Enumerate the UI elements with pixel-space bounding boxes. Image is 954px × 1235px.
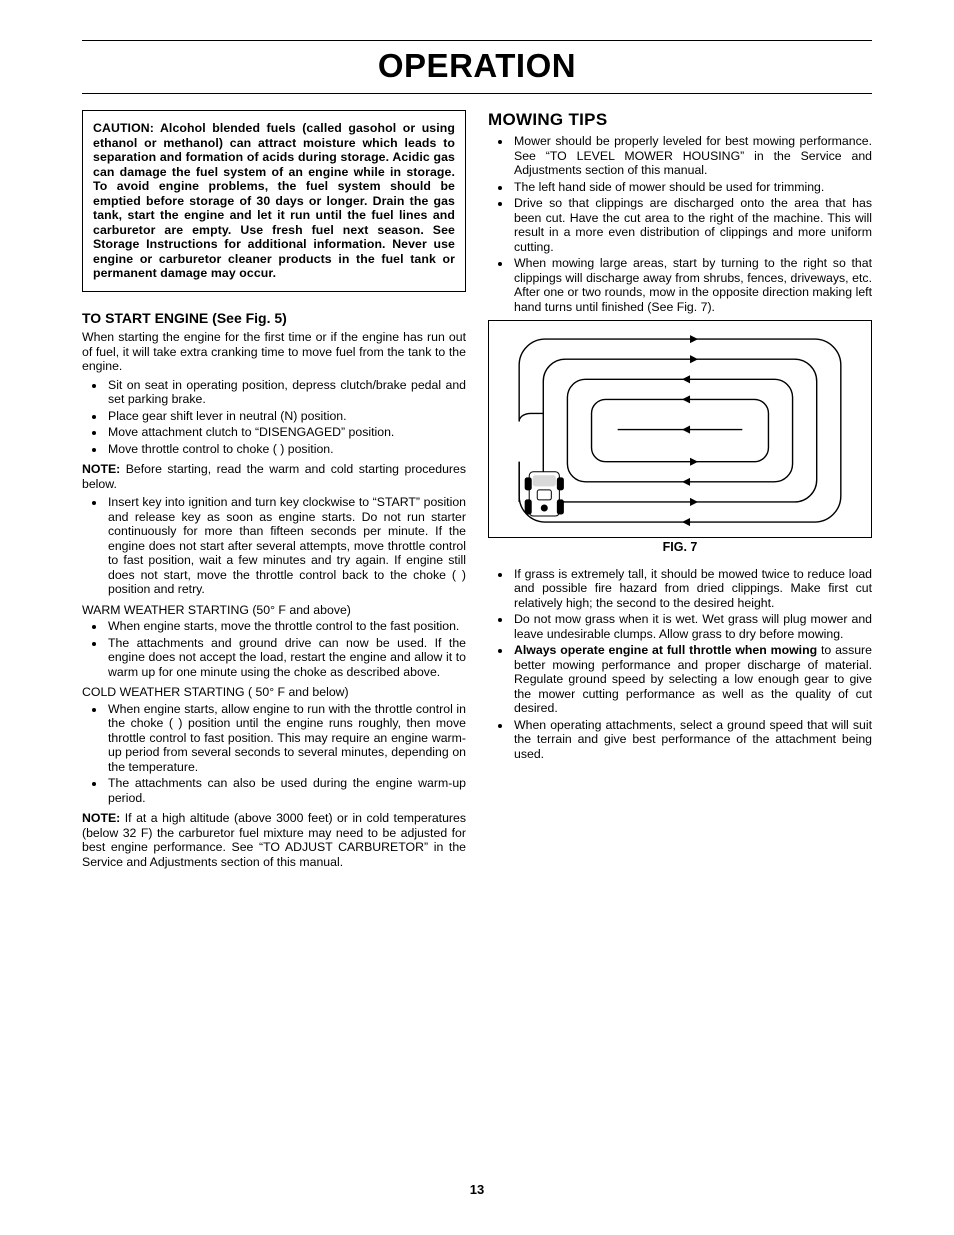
list-item: Sit on seat in operating position, depre… — [106, 378, 466, 407]
list-item: Move attachment clutch to “DISENGAGED” p… — [106, 425, 466, 440]
warm-heading: WARM WEATHER STARTING (50° F and above) — [82, 603, 466, 618]
page: OPERATION CAUTION: Alcohol blended fuels… — [0, 0, 954, 1235]
list-item: Mower should be properly leveled for bes… — [512, 134, 872, 178]
list-item: Drive so that clippings are discharged o… — [512, 196, 872, 254]
columns: CAUTION: Alcohol blended fuels (called g… — [82, 110, 872, 873]
list-item: The attachments and ground drive can now… — [106, 636, 466, 680]
page-title: OPERATION — [378, 47, 576, 84]
list-item: If grass is extremely tall, it should be… — [512, 567, 872, 611]
note-2: NOTE: If at a high altitude (above 3000 … — [82, 811, 466, 869]
list-item: Insert key into ignition and turn key cl… — [106, 495, 466, 597]
title-bar: OPERATION — [82, 43, 872, 94]
top-rule — [82, 40, 872, 41]
note-label: NOTE: — [82, 462, 120, 476]
list-item: When mowing large areas, start by turnin… — [512, 256, 872, 314]
note-1: NOTE: Before starting, read the warm and… — [82, 462, 466, 491]
start-engine-heading: TO START ENGINE (See Fig. 5) — [82, 310, 466, 327]
cold-heading: COLD WEATHER STARTING ( 50° F and below) — [82, 685, 466, 700]
note-label: NOTE: — [82, 811, 120, 825]
caution-box: CAUTION: Alcohol blended fuels (called g… — [82, 110, 466, 292]
note-text: If at a high altitude (above 3000 feet) … — [82, 811, 466, 869]
list-item: When engine starts, allow engine to run … — [106, 702, 466, 775]
list-item: The attachments can also be used during … — [106, 776, 466, 805]
left-column: CAUTION: Alcohol blended fuels (called g… — [82, 110, 466, 873]
start-steps-1: Sit on seat in operating position, depre… — [82, 378, 466, 457]
list-item: Move throttle control to choke ( ) posit… — [106, 442, 466, 457]
list-item: Always operate engine at full throttle w… — [512, 643, 872, 716]
list-item: Place gear shift lever in neutral (N) po… — [106, 409, 466, 424]
right-column: MOWING TIPS Mower should be properly lev… — [488, 110, 872, 873]
start-intro: When starting the engine for the first t… — [82, 330, 466, 374]
tips-list-2: If grass is extremely tall, it should be… — [488, 567, 872, 762]
list-item: When engine starts, move the throttle co… — [106, 619, 466, 634]
warm-steps: When engine starts, move the throttle co… — [82, 619, 466, 679]
note-text: Before starting, read the warm and cold … — [82, 462, 466, 491]
mowing-tips-heading: MOWING TIPS — [488, 110, 872, 130]
list-item: The left hand side of mower should be us… — [512, 180, 872, 195]
start-steps-2: Insert key into ignition and turn key cl… — [82, 495, 466, 597]
figure-7-label: FIG. 7 — [488, 540, 872, 555]
bold-lead: Always operate engine at full throttle w… — [514, 643, 817, 657]
list-item: Do not mow grass when it is wet. Wet gra… — [512, 612, 872, 641]
tips-list-1: Mower should be properly leveled for bes… — [488, 134, 872, 314]
mowing-pattern-diagram — [489, 321, 871, 540]
figure-7 — [488, 320, 872, 538]
list-item: When operating attachments, select a gro… — [512, 718, 872, 762]
cold-steps: When engine starts, allow engine to run … — [82, 702, 466, 806]
page-number: 13 — [0, 1182, 954, 1197]
